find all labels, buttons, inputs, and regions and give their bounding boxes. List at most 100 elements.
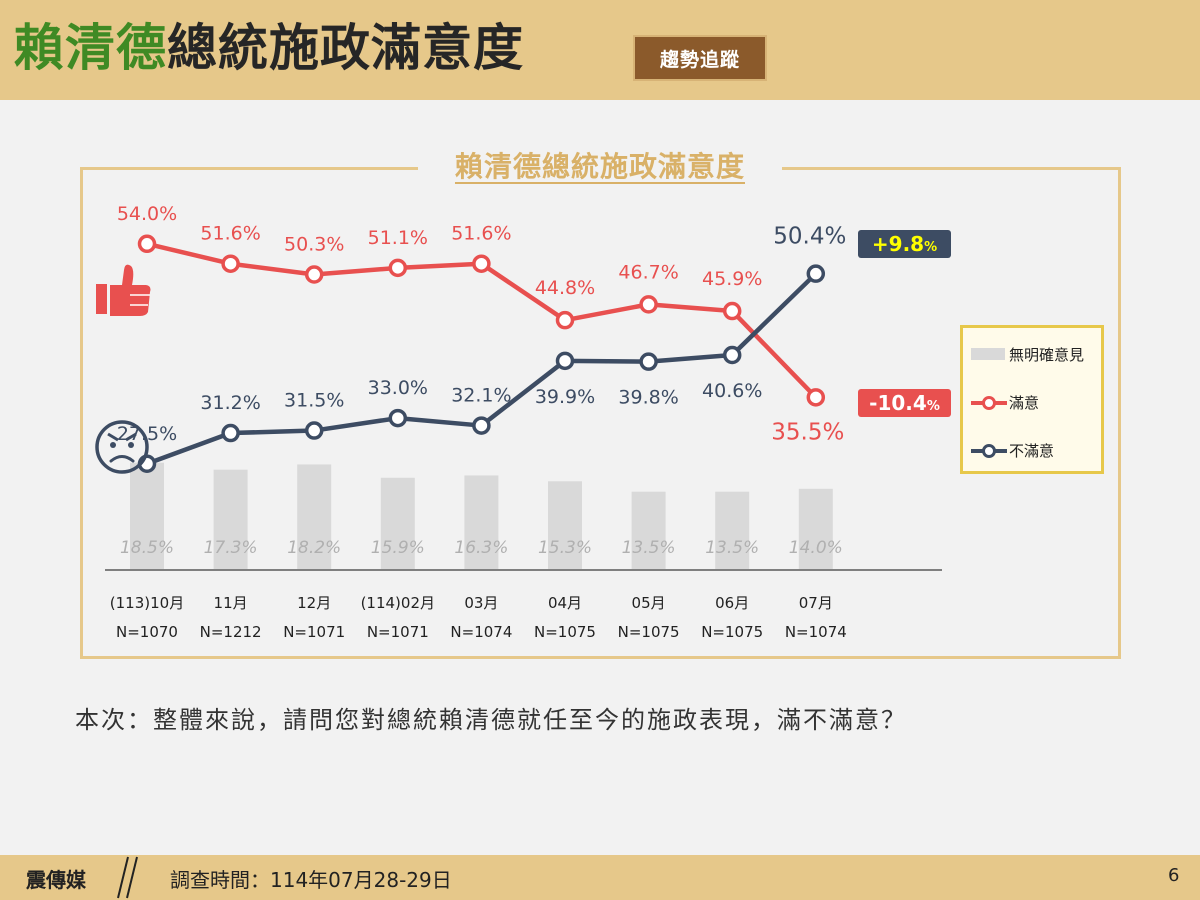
survey-question: 本次：整體來說，請問您對總統賴清德就任至今的施政表現，滿不滿意？ (75, 706, 907, 734)
dissatisfied-line (146, 272, 818, 466)
trend-badge: 趨勢追蹤 (633, 35, 767, 81)
x-tick-label: (114)02月 (361, 594, 435, 612)
bar-value-label: 13.5% (622, 538, 676, 558)
legend-swatch-navy (971, 440, 1007, 460)
dissatisfied-value-label: 39.9% (535, 386, 595, 408)
sample-size-label: N=1071 (367, 623, 429, 641)
dissatisfied-value-label: 31.5% (284, 390, 344, 412)
sample-size-label: N=1070 (116, 623, 178, 641)
page-title: 賴清德總統施政滿意度 (14, 12, 524, 84)
satisfied-value-label: 44.8% (535, 277, 595, 299)
dissatisfied-point (722, 345, 742, 365)
dissatisfied-point (639, 352, 658, 371)
dissatisfied-point (304, 421, 324, 440)
title-rest: 總統施政滿意度 (167, 19, 524, 77)
satisfied-point (639, 295, 658, 314)
satisfied-value-label: 46.7% (618, 261, 678, 283)
bar-value-label: 17.3% (204, 538, 258, 558)
x-tick-label: 05月 (632, 594, 666, 612)
bar-no-opinion (464, 475, 499, 570)
legend: 無明確意見 滿意 不滿意 (960, 325, 1104, 474)
legend-label-satisfied: 滿意 (1009, 393, 1040, 412)
satisfied-value-label: 50.3% (284, 234, 344, 256)
bar-value-label: 16.3% (454, 538, 508, 558)
legend-item-dissatisfied: 不滿意 (971, 438, 1054, 462)
sample-size-label: N=1075 (534, 623, 596, 641)
bar-value-label: 18.5% (120, 538, 174, 558)
page-number: 6 (1168, 865, 1180, 886)
satisfied-point (806, 388, 826, 407)
satisfied-point (472, 254, 491, 273)
dissatisfied-value-label: 50.4% (773, 224, 846, 250)
chart-title: 賴清德總統施政滿意度 (418, 146, 782, 188)
dissatisfied-point (388, 408, 408, 428)
satisfied-point (555, 310, 575, 330)
dissatisfied-value-label: 32.1% (451, 385, 511, 407)
bar-value-label: 15.9% (371, 538, 425, 558)
x-tick-label: 11月 (214, 594, 248, 612)
sample-size-label: N=1071 (283, 623, 345, 641)
bar-no-opinion (715, 491, 750, 570)
footer-brand: 震傳媒 (26, 868, 86, 892)
bar-value-label: 15.3% (538, 538, 592, 558)
satisfied-point (304, 265, 324, 284)
satisfied-value-label: 35.5% (771, 419, 844, 445)
x-tick-label: 07月 (799, 594, 833, 612)
legend-label-no-opinion: 無明確意見 (1009, 345, 1085, 364)
legend-item-satisfied: 滿意 (971, 390, 1039, 414)
bar-value-label: 14.0% (789, 538, 843, 558)
footer-bar: 震傳媒 調查時間：114年07月28-29日 6 (0, 855, 1200, 900)
x-tick-label: (113)10月 (110, 594, 184, 612)
double-slash-icon (117, 856, 138, 899)
satisfied-value-label: 51.6% (200, 223, 260, 245)
dissatisfied-point (472, 416, 491, 435)
dissatisfied-value-label: 33.0% (368, 377, 428, 399)
angry-face-icon (95, 420, 149, 474)
satisfied-value-label: 45.9% (702, 268, 762, 290)
sample-size-label: N=1212 (200, 623, 262, 641)
x-tick-label: 03月 (464, 594, 498, 612)
sample-size-label: N=1075 (618, 623, 680, 641)
bar-no-opinion (380, 477, 415, 570)
change-dissatisfied-bg (858, 230, 951, 258)
thumbs-up-icon (96, 264, 151, 316)
dissatisfied-value-label: 27.5% (117, 423, 177, 445)
header-bar: 賴清德總統施政滿意度 趨勢追蹤 (0, 0, 1200, 100)
x-tick-label: 12月 (297, 594, 331, 612)
dissatisfied-point (555, 351, 575, 371)
bar-value-label: 18.2% (287, 538, 341, 558)
title-name: 賴清德 (14, 19, 167, 77)
sample-size-label: N=1074 (450, 623, 512, 641)
bar-no-opinion (130, 462, 164, 570)
legend-swatch-gray (971, 344, 1007, 364)
bar-no-opinion (213, 469, 248, 570)
satisfied-value-label: 54.0% (117, 203, 177, 225)
bar-no-opinion (631, 491, 666, 570)
x-tick-label: 06月 (715, 594, 749, 612)
chart-title-text: 賴清德總統施政滿意度 (454, 150, 745, 183)
change-satisfied-bg (858, 389, 951, 417)
dissatisfied-value-label: 31.2% (200, 392, 260, 414)
satisfied-value-label: 51.6% (451, 223, 511, 245)
legend-label-dissatisfied: 不滿意 (1009, 441, 1055, 460)
dissatisfied-point (806, 264, 826, 283)
x-tick-label: 04月 (548, 594, 582, 612)
sample-size-label: N=1074 (785, 623, 847, 641)
dissatisfied-value-label: 40.6% (702, 380, 762, 402)
survey-date: 調查時間：114年07月28-29日 (170, 868, 452, 892)
satisfied-point (137, 234, 157, 254)
bar-no-opinion (297, 464, 332, 570)
bar-no-opinion (548, 481, 582, 570)
legend-swatch-red (971, 392, 1007, 412)
bar-value-label: 13.5% (705, 538, 759, 558)
satisfied-point (722, 301, 742, 321)
dissatisfied-value-label: 39.8% (618, 387, 678, 409)
sample-size-label: N=1075 (701, 623, 763, 641)
satisfied-point (221, 254, 240, 273)
legend-item-no-opinion: 無明確意見 (971, 342, 1084, 366)
bar-no-opinion (798, 488, 833, 570)
satisfied-value-label: 51.1% (368, 227, 428, 249)
dissatisfied-point (221, 423, 240, 443)
satisfied-point (388, 258, 408, 278)
